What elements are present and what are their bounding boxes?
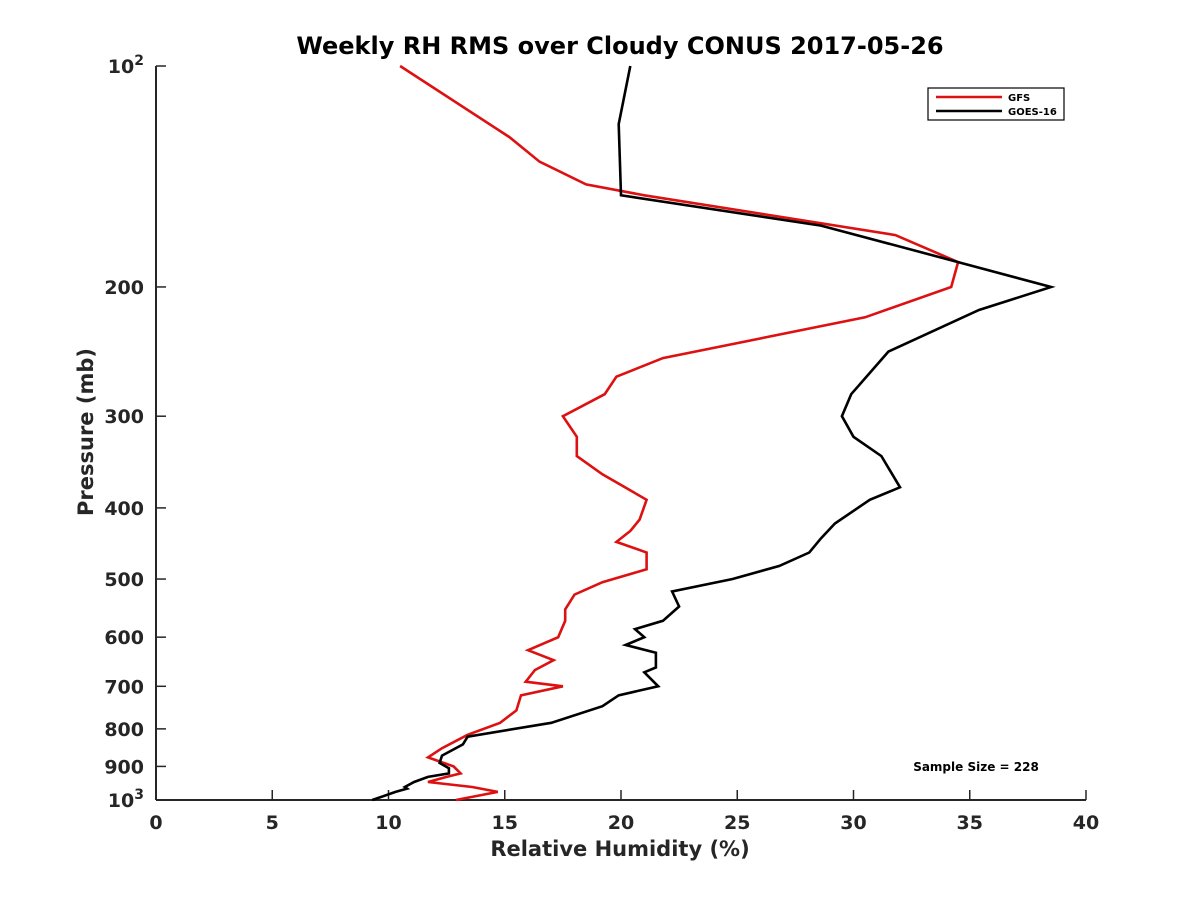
series-line-gfs bbox=[399, 64, 960, 802]
x-axis-title: Relative Humidity (%) bbox=[490, 837, 749, 861]
y-tick-label: 900 bbox=[104, 756, 144, 778]
legend-label: GFS bbox=[1008, 93, 1030, 104]
series-line-goes-16 bbox=[371, 65, 1056, 802]
y-tick-label: 200 bbox=[104, 277, 144, 299]
legend: GFS GOES-16 bbox=[927, 87, 1065, 121]
y-tick-label: 700 bbox=[104, 676, 144, 698]
x-tick-label: 5 bbox=[266, 812, 279, 834]
y-tick-label: 103 bbox=[108, 787, 144, 812]
chart-title: Weekly RH RMS over Cloudy CONUS 2017-05-… bbox=[296, 32, 943, 60]
y-tick-label: 400 bbox=[104, 498, 144, 520]
axes: 0 5 10 15 20 25 30 35 40 102 200 300 400 500 600 700 800… bbox=[104, 53, 1099, 834]
x-tick-label: 15 bbox=[492, 812, 518, 834]
y-tick-label: 800 bbox=[104, 719, 144, 741]
x-tick-label: 35 bbox=[957, 812, 983, 834]
x-tick-label: 40 bbox=[1073, 812, 1099, 834]
x-tick-label: 10 bbox=[375, 812, 401, 834]
x-tick-label: 0 bbox=[149, 812, 162, 834]
x-tick-label: 25 bbox=[724, 812, 750, 834]
series-layer bbox=[371, 64, 1056, 802]
y-tick-label: 102 bbox=[108, 53, 144, 78]
y-tick-label: 300 bbox=[104, 406, 144, 428]
x-tick-label: 20 bbox=[608, 812, 634, 834]
legend-box bbox=[927, 87, 1065, 121]
y-tick-label: 600 bbox=[104, 627, 144, 649]
y-axis-title: Pressure (mb) bbox=[74, 348, 98, 516]
y-tick-label: 500 bbox=[104, 569, 144, 591]
legend-label: GOES-16 bbox=[1008, 107, 1057, 118]
x-tick-label: 30 bbox=[840, 812, 866, 834]
sample-size-annotation: Sample Size = 228 bbox=[913, 760, 1039, 774]
